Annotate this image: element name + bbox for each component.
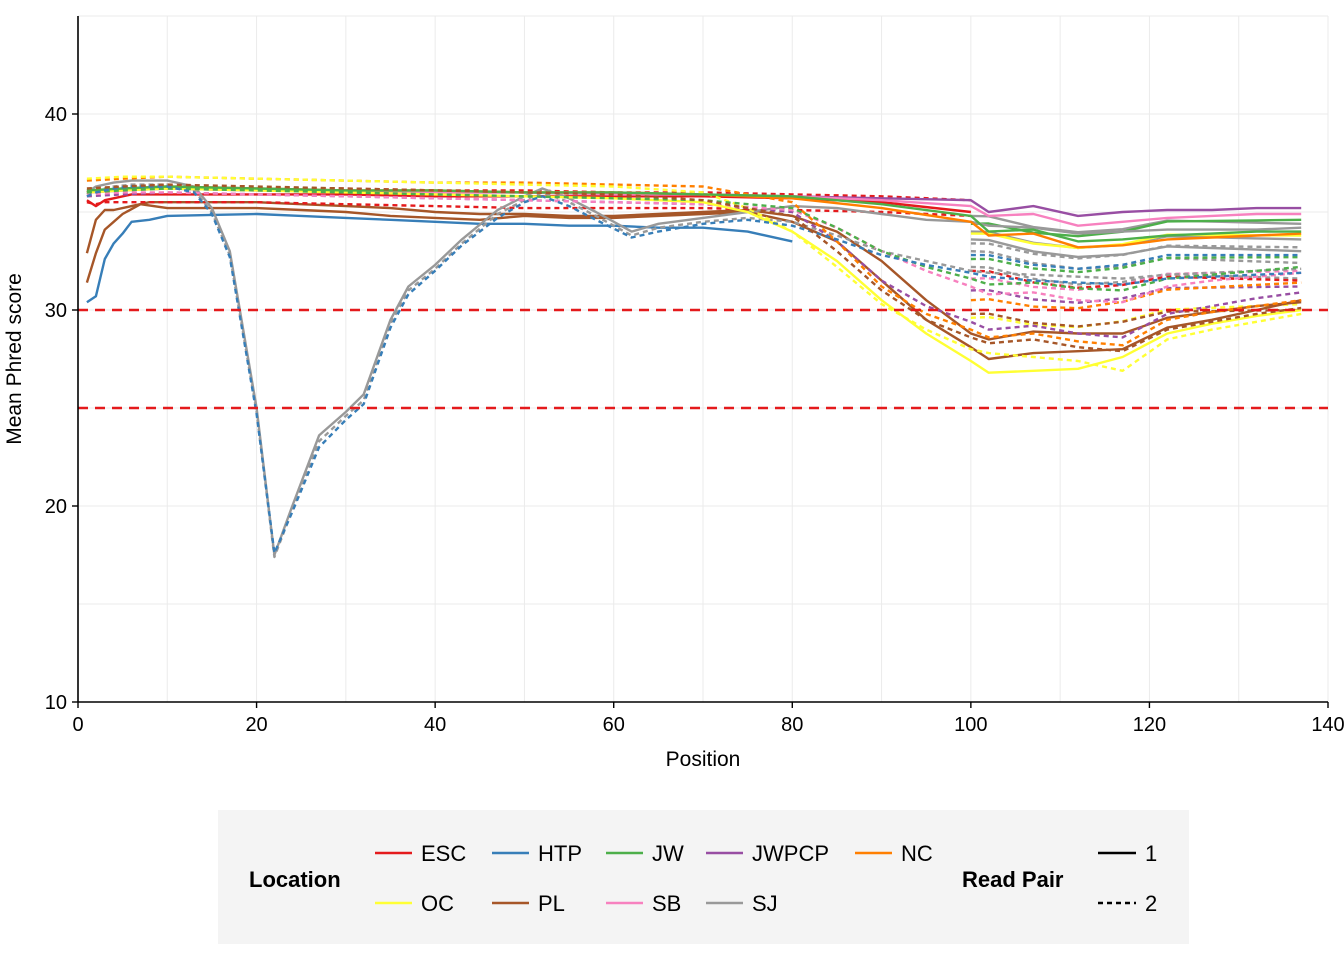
legend-read-pair-items: 12 <box>1098 841 1157 916</box>
x-tick-label: 140 <box>1311 714 1344 736</box>
series-line <box>970 308 1302 328</box>
axes <box>77 16 1328 703</box>
y-tick-label: 40 <box>45 104 67 126</box>
series-line <box>970 302 1302 329</box>
series-line <box>970 214 1302 234</box>
legend-label-pl: PL <box>538 891 565 916</box>
legend-label-oc: OC <box>421 891 454 916</box>
legend-label-htp: HTP <box>538 841 582 866</box>
series-line <box>86 212 793 304</box>
series-line <box>970 265 1302 286</box>
legend-label-nc: NC <box>901 841 933 866</box>
y-tick-label: 10 <box>45 692 67 714</box>
series-line <box>86 179 1302 557</box>
series-line <box>86 183 1302 353</box>
legend-label-jwpcp: JWPCP <box>752 841 829 866</box>
series-line <box>85 200 1302 341</box>
legend-label-sb: SB <box>652 891 681 916</box>
legend-location-items: ESC HTP JW JWPCP NC OC PL SB SJ <box>375 841 933 916</box>
legend: Location Read Pair ESC HTP JW JWPCP NC OC PL SB… <box>218 810 1189 944</box>
series-line <box>970 253 1302 270</box>
legend-location-title: Location <box>249 867 341 892</box>
legend-label-read-pair-2: 2 <box>1145 891 1157 916</box>
x-tick-label: 120 <box>1133 714 1166 736</box>
threshold-lines <box>78 308 1328 410</box>
series-line <box>85 202 1302 361</box>
x-tick-label: 0 <box>72 714 83 736</box>
legend-background <box>218 810 1189 944</box>
plot-area <box>78 175 1328 559</box>
series-line <box>970 255 1302 274</box>
x-axis-title: Position <box>666 748 741 771</box>
series-layer <box>85 175 1302 559</box>
legend-label-esc: ESC <box>421 841 466 866</box>
y-tick-label: 20 <box>45 496 67 518</box>
series-line <box>970 242 1302 260</box>
series-line <box>86 185 1302 243</box>
x-tick-label: 40 <box>424 714 446 736</box>
series-line <box>970 250 1302 270</box>
series-line <box>970 285 1302 304</box>
series-line <box>86 175 1302 372</box>
gridlines <box>78 15 1329 702</box>
legend-read-pair-title: Read Pair <box>962 867 1064 892</box>
series-line <box>970 281 1302 310</box>
x-tick-label: 100 <box>954 714 987 736</box>
series-line <box>970 269 1302 289</box>
legend-label-sj: SJ <box>752 891 778 916</box>
series-line <box>86 200 971 218</box>
series-line <box>86 187 1302 292</box>
series-line <box>86 185 971 202</box>
x-tick-label: 80 <box>781 714 803 736</box>
series-line <box>86 175 1302 347</box>
x-tick-label: 60 <box>603 714 625 736</box>
x-tick-label: 20 <box>245 714 267 736</box>
tick-labels: 0 20 40 60 80 100 120 140 10 20 30 40 <box>45 104 1344 736</box>
legend-label-read-pair-1: 1 <box>1145 841 1157 866</box>
legend-label-jw: JW <box>652 841 684 866</box>
series-line <box>86 185 1302 555</box>
y-axis-title: Mean Phred score <box>3 273 26 445</box>
y-tick-label: 30 <box>45 300 67 322</box>
